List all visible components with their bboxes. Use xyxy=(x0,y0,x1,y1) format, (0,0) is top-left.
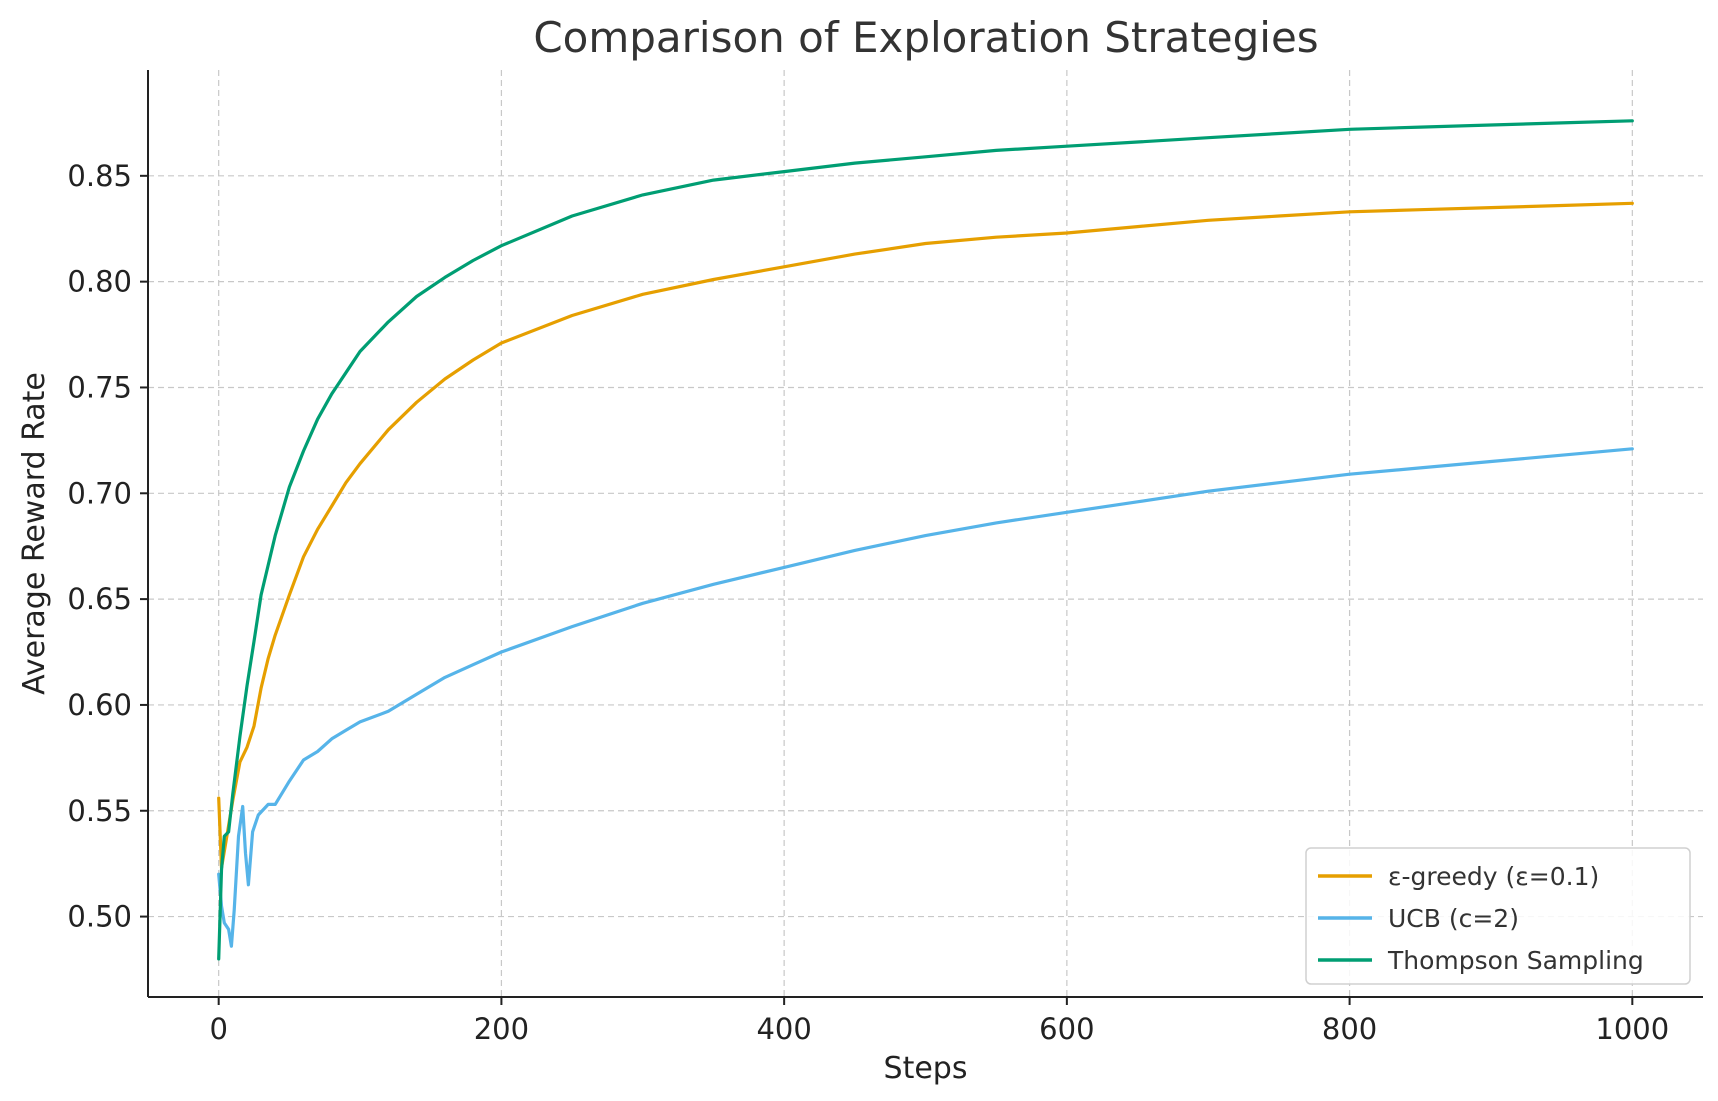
legend-box xyxy=(1305,847,1691,985)
y-tick-label: 0.70 xyxy=(67,476,132,510)
y-tick-label: 0.60 xyxy=(67,688,132,722)
y-tick-label: 0.55 xyxy=(67,794,132,828)
legend-label-1: UCB (c=2) xyxy=(1388,904,1519,933)
y-tick-label: 0.50 xyxy=(67,900,132,934)
y-tick-label: 0.85 xyxy=(67,159,132,193)
tick-labels: 0 200 400 600 800 1000 0.50 0.55 0.60 0.65 0.70 0.7… xyxy=(67,159,1669,1046)
y-tick-label: 0.65 xyxy=(67,582,132,616)
x-tick-label: 1000 xyxy=(1595,1012,1669,1046)
legend-label-2: Thompson Sampling xyxy=(1387,946,1644,975)
x-axis-label: Steps xyxy=(884,1051,968,1086)
series-line-0 xyxy=(217,201,1634,870)
axes xyxy=(140,70,1703,1005)
x-tick-label: 600 xyxy=(1039,1012,1094,1046)
legend: ε-greedy (ε=0.1) UCB (c=2) Thompson Sampli… xyxy=(1305,847,1691,985)
y-axis-label: Average Reward Rate xyxy=(17,372,52,695)
y-tick-label: 0.80 xyxy=(67,265,132,299)
x-tick-label: 400 xyxy=(756,1012,811,1046)
series-line-1 xyxy=(217,447,1634,948)
series-line-2 xyxy=(217,119,1634,961)
legend-label-0: ε-greedy (ε=0.1) xyxy=(1388,862,1599,891)
x-tick-label: 800 xyxy=(1322,1012,1377,1046)
x-tick-label: 0 xyxy=(209,1012,227,1046)
chart-title: Comparison of Exploration Strategies xyxy=(533,13,1318,62)
series-lines xyxy=(217,119,1634,961)
x-tick-label: 200 xyxy=(474,1012,529,1046)
y-tick-label: 0.75 xyxy=(67,370,132,404)
